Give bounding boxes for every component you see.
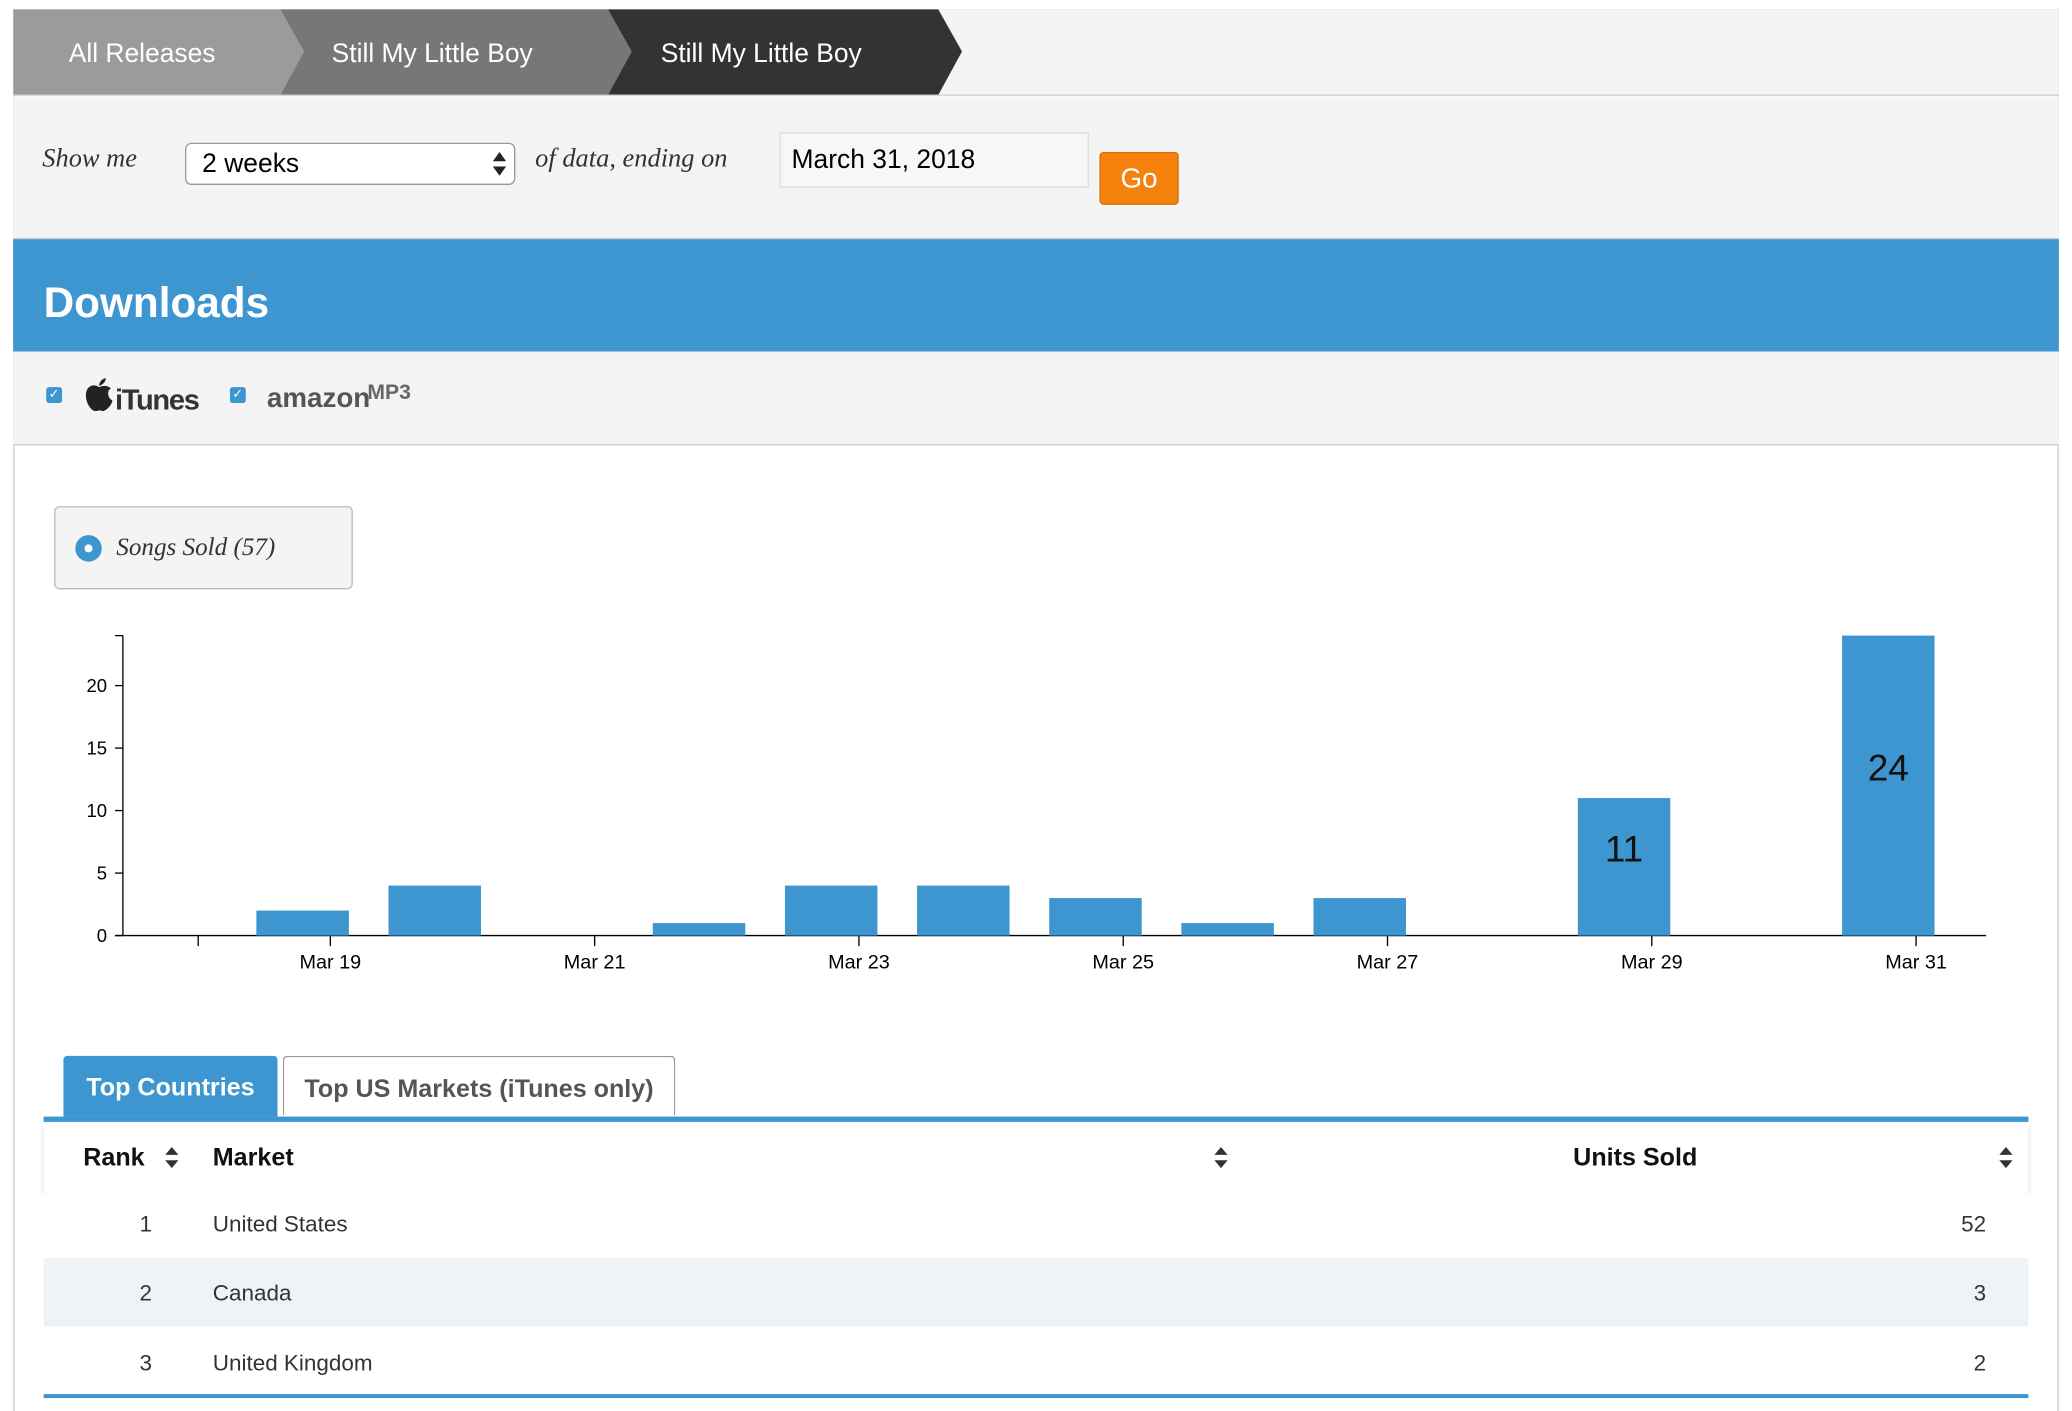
section-header: Downloads (13, 239, 2059, 352)
x-tick-label: Mar 19 (300, 952, 362, 974)
go-button[interactable]: Go (1099, 151, 1179, 205)
bar (1313, 898, 1407, 936)
sort-icon[interactable] (1213, 1147, 1229, 1169)
table-cell: United Kingdom (212, 1349, 373, 1376)
crumb-label[interactable]: Still My Little Boy (661, 38, 863, 68)
x-tick-label: Mar 27 (1357, 952, 1419, 974)
itunes-logo: iTunes (114, 383, 200, 417)
table-cell: 1 (139, 1211, 152, 1237)
x-tick-label: Mar 21 (564, 952, 626, 974)
sort-icon[interactable] (164, 1147, 180, 1169)
period-value: 2 weeks (202, 149, 300, 179)
column-header[interactable]: Rank (43, 1123, 192, 1190)
crumb-label[interactable]: All Releases (69, 38, 216, 68)
y-tick-label: 20 (86, 675, 107, 696)
column-title: Market (212, 1144, 294, 1173)
table-cell: 2 (1973, 1349, 1987, 1376)
bar (1577, 798, 1671, 936)
crumb[interactable] (13, 9, 304, 96)
value-label: 11 (1605, 829, 1643, 870)
table-cell: United States (212, 1211, 348, 1237)
breadcrumb-bar: All Releases Still My Little Boy Still M… (13, 9, 2059, 96)
legend[interactable]: Songs Sold (57) (54, 506, 353, 590)
bar (1049, 898, 1142, 936)
crumb[interactable] (607, 9, 963, 96)
table-row (43, 1258, 2029, 1328)
period-select[interactable]: 2 weeks (185, 142, 516, 186)
table-row (43, 1189, 2029, 1259)
x-tick-label: Mar 29 (1621, 952, 1683, 974)
filter-bar: Show me 2 weeks of data, ending on March… (13, 96, 2059, 240)
crumb-label[interactable]: Still My Little Boy (332, 38, 534, 68)
column-title: Units Sold (1573, 1144, 1698, 1173)
bar (256, 910, 349, 936)
filter-label: of data, ending on (535, 144, 728, 174)
legend-radio[interactable] (75, 535, 102, 562)
y-tick-label: 15 (86, 738, 107, 759)
column-header[interactable]: Market (195, 1123, 1237, 1190)
bar (917, 885, 1010, 936)
store-bar: ✓ iTunes ✓ amazon MP3 (13, 351, 2059, 446)
column-header[interactable]: Units Sold (1242, 1123, 2029, 1190)
y-tick-label: 5 (97, 863, 107, 884)
apple-icon (85, 377, 113, 412)
checkbox[interactable]: ✓ (229, 387, 246, 404)
table-cell: 2 (139, 1280, 152, 1306)
sort-icon[interactable] (1998, 1147, 2014, 1169)
date-input[interactable]: March 31, 2018 (779, 132, 1089, 188)
crumb[interactable] (280, 9, 632, 96)
legend-label: Songs Sold (57) (116, 533, 276, 562)
select-arrows (492, 151, 507, 176)
x-tick-label: Mar 23 (828, 952, 890, 974)
bar (784, 885, 878, 936)
table-row (43, 1327, 2029, 1397)
x-tick-label: Mar 25 (1092, 952, 1154, 974)
x-tick-label: Mar 31 (1885, 952, 1947, 974)
tab-line (43, 1116, 2029, 1122)
y-tick-label: 0 (97, 925, 107, 946)
tab[interactable]: Top Countries (63, 1055, 278, 1117)
column-title: Rank (83, 1144, 145, 1173)
section-title: Downloads (43, 278, 270, 327)
table-cell: 52 (1961, 1211, 1987, 1237)
table-bottom (43, 1394, 2029, 1399)
mp3-logo: MP3 (367, 381, 411, 405)
bar (1842, 635, 1935, 936)
table-cell: 3 (139, 1349, 152, 1376)
tab[interactable]: Top US Markets (iTunes only) (282, 1055, 676, 1116)
amazon-logo: amazon (266, 383, 371, 414)
value-label: 24 (1868, 747, 1909, 788)
bar (652, 923, 746, 936)
bar (388, 885, 482, 936)
bar (1181, 923, 1274, 936)
table-cell: 3 (1973, 1280, 1987, 1306)
chart: 0 5 10 15 20 Mar 19 Mar 21 Mar 23 Mar 25 Mar 27 Ma… (86, 634, 1987, 974)
checkbox[interactable]: ✓ (46, 387, 63, 404)
table-cell: Canada (212, 1280, 292, 1306)
filter-label: Show me (42, 144, 137, 174)
y-tick-label: 10 (86, 800, 107, 821)
